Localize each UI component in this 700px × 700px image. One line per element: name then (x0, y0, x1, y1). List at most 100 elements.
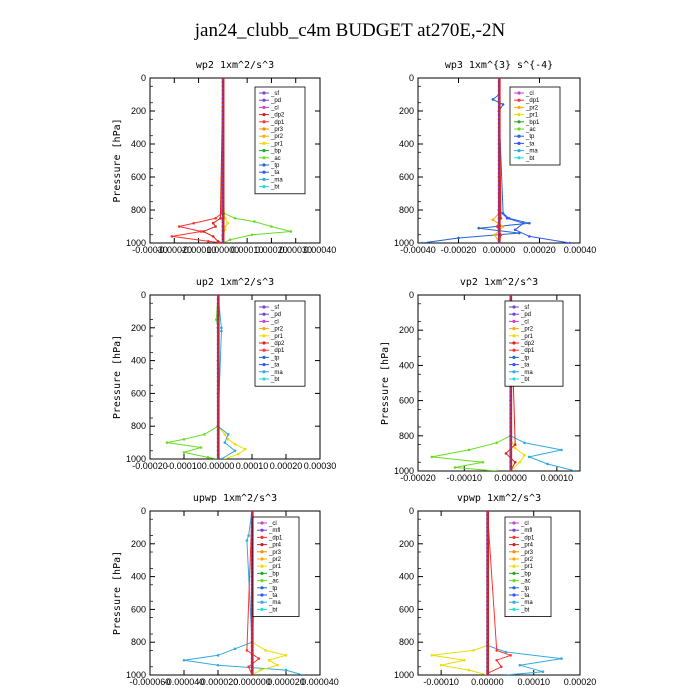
zero-profile-point (221, 200, 225, 203)
zero-profile-point (216, 425, 220, 428)
legend-entry: _pr1 (520, 334, 534, 340)
zero-profile-point (497, 208, 501, 212)
zero-profile-point (216, 326, 220, 329)
legend-marker (262, 141, 266, 145)
zero-profile-point (216, 457, 220, 459)
zero-profile-point (250, 511, 254, 513)
series-group (170, 78, 293, 243)
legend-marker (262, 127, 266, 131)
series-point (457, 236, 460, 240)
legend-marker (512, 370, 516, 374)
y-tick-label: 1000 (394, 238, 414, 248)
zero-profile-point (250, 513, 254, 517)
legend-marker (260, 543, 264, 547)
zero-profile-point (216, 445, 220, 448)
zero-profile-point (216, 400, 220, 403)
zero-profile-point (216, 388, 220, 391)
zero-profile-point (497, 184, 501, 187)
legend-marker (262, 377, 266, 381)
zero-profile-point (509, 386, 512, 389)
x-tick-label: 0.00030 (304, 461, 337, 471)
series-point (513, 443, 517, 446)
zero-profile-point (497, 171, 501, 175)
zero-profile-point (216, 347, 220, 350)
zero-profile-point (497, 151, 501, 154)
zero-profile-point (486, 632, 489, 636)
zero-profile-point (216, 433, 220, 436)
x-tick-label: -0.00010 (181, 245, 217, 255)
zero-profile-point (509, 399, 512, 402)
series-point (289, 230, 293, 233)
plot-frame (149, 510, 321, 676)
legend-entry: _dp1 (520, 535, 535, 541)
series-point (216, 654, 220, 657)
series-point (528, 221, 531, 225)
legend-marker (517, 156, 521, 160)
zero-profile-point (221, 241, 225, 243)
zero-profile-point (497, 159, 501, 162)
series-point (467, 448, 471, 452)
legend-entry: _dp1 (270, 348, 285, 354)
legend-marker (512, 557, 516, 561)
series-point (495, 225, 499, 228)
x-tick-label: 0.00010 (231, 245, 264, 255)
zero-profile-point (250, 628, 254, 632)
series-point (223, 225, 227, 228)
series-point (220, 326, 223, 330)
y-tick-label: 400 (131, 572, 146, 582)
legend-marker (262, 170, 266, 174)
panel-title: upwp 1xm^2/s^3 (193, 493, 277, 504)
legend-entry: _bp1 (525, 120, 540, 126)
legend-marker (260, 564, 264, 568)
series-point (481, 460, 485, 464)
zero-profile-point (250, 653, 254, 656)
series-point (216, 240, 220, 243)
x-tick-label: 0.00010 (236, 461, 269, 471)
y-tick-label: 600 (399, 172, 414, 182)
legend-marker (517, 127, 521, 131)
zero-profile-point (509, 412, 512, 415)
zero-profile-point (497, 200, 501, 203)
legend-marker (512, 579, 516, 583)
series-point (493, 233, 497, 237)
zero-profile-point (486, 649, 489, 652)
x-tick-label: -0.00020 (400, 473, 436, 483)
legend-entry: _pr2 (268, 557, 282, 563)
zero-profile-point (221, 217, 225, 220)
series-point (257, 657, 261, 660)
x-tick-label: -0.00020 (441, 245, 477, 255)
zero-profile-point (497, 113, 501, 117)
zero-profile-point (509, 417, 512, 420)
legend-entry: _bp (520, 571, 532, 577)
series-point (501, 225, 505, 228)
series-point (420, 241, 424, 243)
zero-profile-point (509, 430, 512, 433)
y-tick-label: 400 (399, 572, 414, 582)
legend-entry: _ta (270, 363, 280, 369)
series-point (202, 230, 205, 233)
zero-profile-point (216, 310, 220, 313)
legend-entry: _pr4 (268, 543, 282, 549)
zero-profile-point (216, 322, 220, 325)
legend-marker (262, 355, 266, 359)
zero-profile-point (221, 208, 225, 212)
legend-entry: _bt (525, 156, 535, 162)
zero-profile-point (486, 513, 489, 517)
zero-profile-point (486, 653, 489, 656)
series-line-ma (217, 295, 236, 459)
zero-profile-point (509, 295, 512, 297)
legend-entry: _bt (270, 377, 280, 383)
series-point (233, 647, 237, 651)
legend-entry: _sf (270, 305, 279, 311)
series-point (226, 433, 230, 436)
series-point (259, 668, 262, 672)
panel-5: upwp 1xm^2/s^3 0 200 400 600 800 1000-0.000060… (112, 493, 339, 687)
zero-profile-point (509, 465, 512, 468)
x-tick-label: 0.00000 (202, 461, 235, 471)
zero-profile-point (216, 384, 220, 387)
zero-profile-point (250, 620, 254, 623)
zero-profile-point (486, 624, 489, 627)
x-tick-label: -0.00040 (400, 245, 436, 255)
zero-profile-point (216, 441, 220, 444)
y-axis-label: Pressure [hPa] (380, 341, 391, 425)
